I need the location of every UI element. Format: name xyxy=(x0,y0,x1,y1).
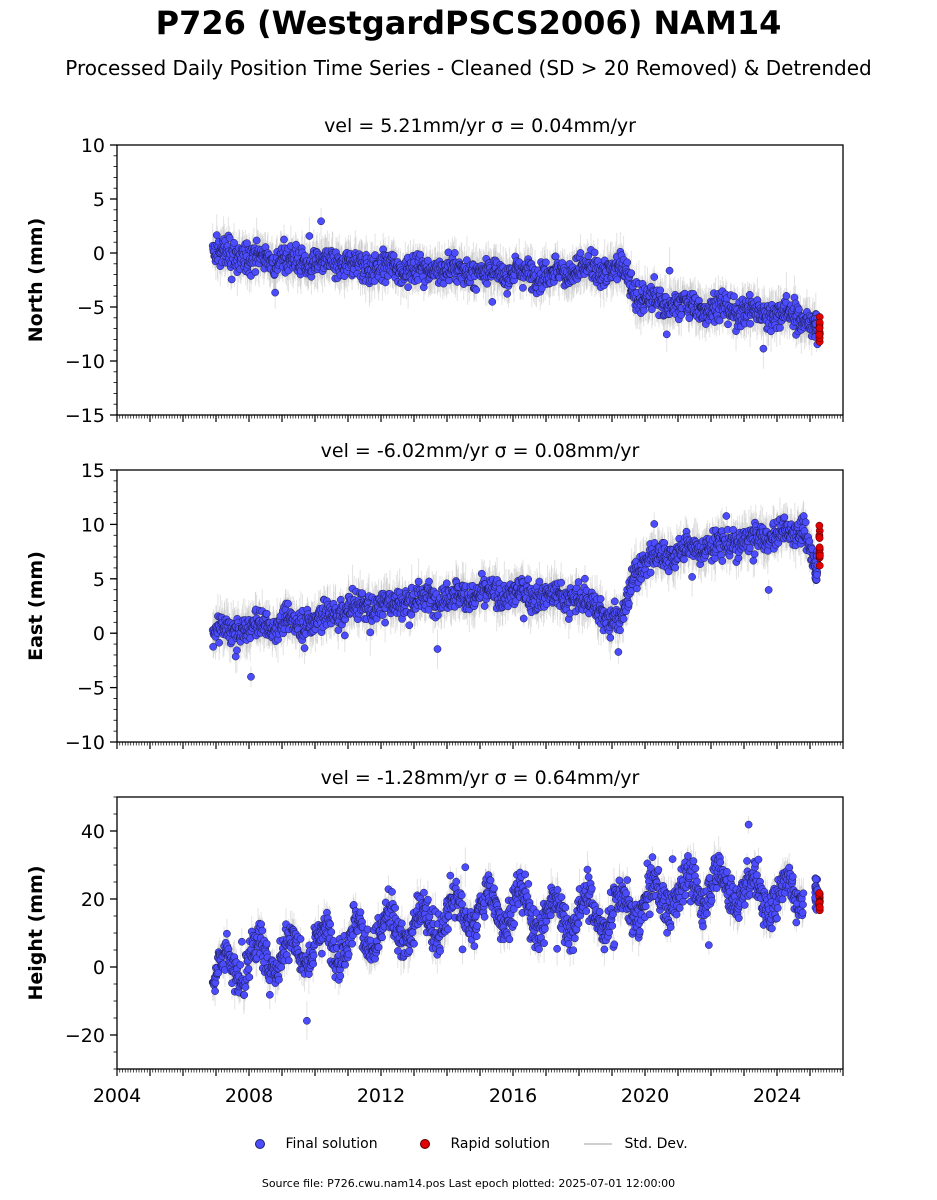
final-solution-point xyxy=(759,344,768,353)
final-solution-point xyxy=(677,311,686,319)
final-solution-point xyxy=(233,646,241,655)
std-dev-bars-0 xyxy=(212,207,818,369)
final-solution-point xyxy=(782,292,791,300)
final-solution-point xyxy=(317,217,325,226)
final-solution-point xyxy=(730,292,738,301)
final-solution-point xyxy=(404,283,412,292)
final-solution-point xyxy=(225,234,234,242)
final-solution-point xyxy=(551,252,560,261)
rapid-solution-point xyxy=(815,330,824,339)
final-solution-point xyxy=(231,652,240,661)
final-solution-point xyxy=(212,231,221,239)
y-axis-label-1: East (mm) xyxy=(25,551,47,661)
final-solution-point xyxy=(795,305,803,314)
final-solution-point xyxy=(230,238,238,247)
final-solution-point xyxy=(215,638,223,647)
final-solution-point xyxy=(252,236,261,245)
final-solution-point xyxy=(247,672,255,681)
final-solution-point xyxy=(590,248,599,257)
y-tick-label: −5 xyxy=(77,297,105,319)
final-solution-point xyxy=(627,269,636,278)
panel-title-0: vel = 5.21mm/yr σ = 0.04mm/yr xyxy=(324,115,636,137)
final-solution-point xyxy=(227,275,236,284)
final-solution-point xyxy=(662,330,671,339)
final-solution-point xyxy=(381,278,390,287)
rapid-solution-point xyxy=(815,324,824,332)
final-solution-point xyxy=(639,306,648,315)
y-tick-label: 0 xyxy=(93,243,105,265)
final-solution-point xyxy=(776,323,784,332)
final-solution-point xyxy=(450,249,459,257)
final-solution-point xyxy=(623,258,632,267)
final-solution-point xyxy=(613,275,622,284)
y-tick-label: 10 xyxy=(81,135,105,157)
figure-subtitle: Processed Daily Position Time Series - C… xyxy=(65,56,872,80)
final-solution-point xyxy=(745,290,754,299)
final-solution-point xyxy=(251,268,260,276)
final-solution-point xyxy=(647,305,656,314)
final-solution-point xyxy=(243,239,251,248)
y-tick-label: −10 xyxy=(65,351,105,373)
final-solution-point xyxy=(271,288,279,297)
final-solution-point xyxy=(503,289,512,298)
final-solution-point xyxy=(542,258,550,267)
final-solution-point xyxy=(724,320,732,329)
final-solution-point xyxy=(280,235,288,244)
final-solution-point xyxy=(423,256,432,265)
final-solution-point xyxy=(650,273,659,281)
final-solution-point xyxy=(685,314,694,323)
figure-title: P726 (WestgardPSCS2006) NAM14 xyxy=(155,4,782,42)
final-solution-point xyxy=(209,642,217,651)
final-solution-point xyxy=(519,283,527,292)
y-tick-label: −15 xyxy=(65,405,105,427)
final-solution-point xyxy=(483,279,491,288)
final-solution-point xyxy=(715,316,724,325)
final-solution-point xyxy=(292,240,300,249)
final-solution-point xyxy=(416,250,425,259)
final-solution-point xyxy=(656,286,665,295)
final-solution-point xyxy=(665,266,674,275)
final-solution-points-0 xyxy=(208,217,822,353)
final-solution-point xyxy=(472,286,481,294)
final-solution-point xyxy=(488,298,497,306)
y-axis-label-0: North (mm) xyxy=(25,218,47,343)
final-solution-point xyxy=(389,251,398,260)
rapid-solution-points-0 xyxy=(815,313,824,346)
final-solution-point xyxy=(537,284,546,293)
panel-title-1: vel = -6.02mm/yr σ = 0.08mm/yr xyxy=(321,440,640,462)
final-solution-point xyxy=(576,249,585,257)
final-solution-point xyxy=(305,232,314,240)
final-solution-point xyxy=(746,319,754,328)
final-solution-points-1 xyxy=(208,512,822,681)
y-tick-label: 5 xyxy=(93,189,105,211)
